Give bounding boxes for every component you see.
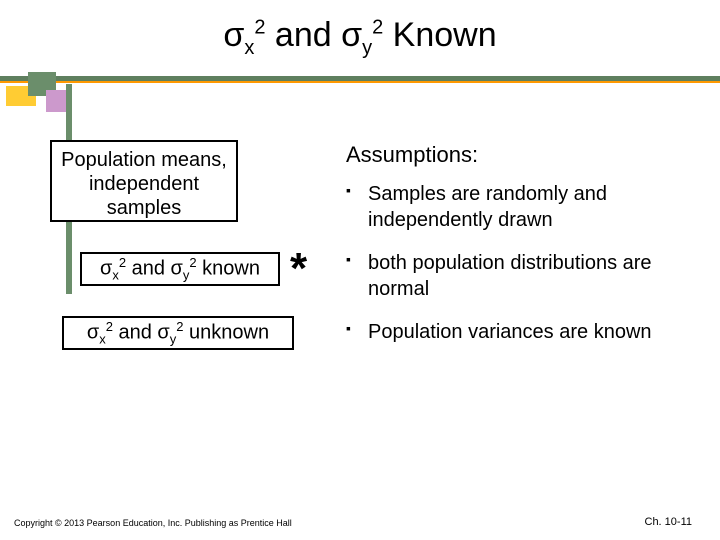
slide: σx2 and σy2 Known Population means, inde… — [0, 0, 720, 540]
title-rule-bottom — [0, 81, 720, 83]
title-sigma1: σ — [223, 16, 244, 54]
b2-sup1: 2 — [119, 255, 126, 270]
title-sup-2: 2 — [372, 17, 383, 39]
assumptions-heading: Assumptions: — [346, 142, 690, 168]
box1-line1: Population means, — [60, 148, 228, 172]
box-population-means: Population means, independent samples — [50, 140, 238, 222]
title-sub-y: y — [362, 37, 372, 59]
b2-tail: known — [197, 258, 260, 280]
assumption-item: both population distributions are normal — [346, 251, 690, 302]
title-suffix: Known — [383, 16, 496, 54]
title-mid: and σ — [265, 16, 362, 54]
box1-line3: samples — [60, 196, 228, 220]
b3-sup2: 2 — [176, 319, 183, 334]
copyright-text: Copyright © 2013 Pearson Education, Inc.… — [14, 518, 292, 528]
assumptions-list: Samples are randomly and independently d… — [346, 182, 690, 346]
highlight-star: * — [290, 244, 307, 294]
box-variances-unknown: σx2 and σy2 unknown — [62, 316, 294, 350]
b2-sup2: 2 — [189, 255, 196, 270]
b3-tail: unknown — [184, 322, 270, 344]
b3-sup1: 2 — [106, 319, 113, 334]
corner-decoration — [6, 68, 96, 120]
b3-mid: and σ — [113, 322, 170, 344]
title-sup-1: 2 — [254, 17, 265, 39]
title-sub-x: x — [244, 37, 254, 59]
b3-lead: σ — [87, 322, 99, 344]
box1-line2: independent — [60, 172, 228, 196]
b2-lead: σ — [100, 258, 112, 280]
box-variances-known: σx2 and σy2 known — [80, 252, 280, 286]
b2-mid: and σ — [126, 258, 183, 280]
chapter-label: Ch. 10-11 — [645, 516, 693, 528]
assumption-item: Population variances are known — [346, 320, 690, 346]
assumption-item: Samples are randomly and independently d… — [346, 182, 690, 233]
slide-title: σx2 and σy2 Known — [0, 16, 720, 60]
assumptions-column: Assumptions: Samples are randomly and in… — [346, 142, 690, 364]
